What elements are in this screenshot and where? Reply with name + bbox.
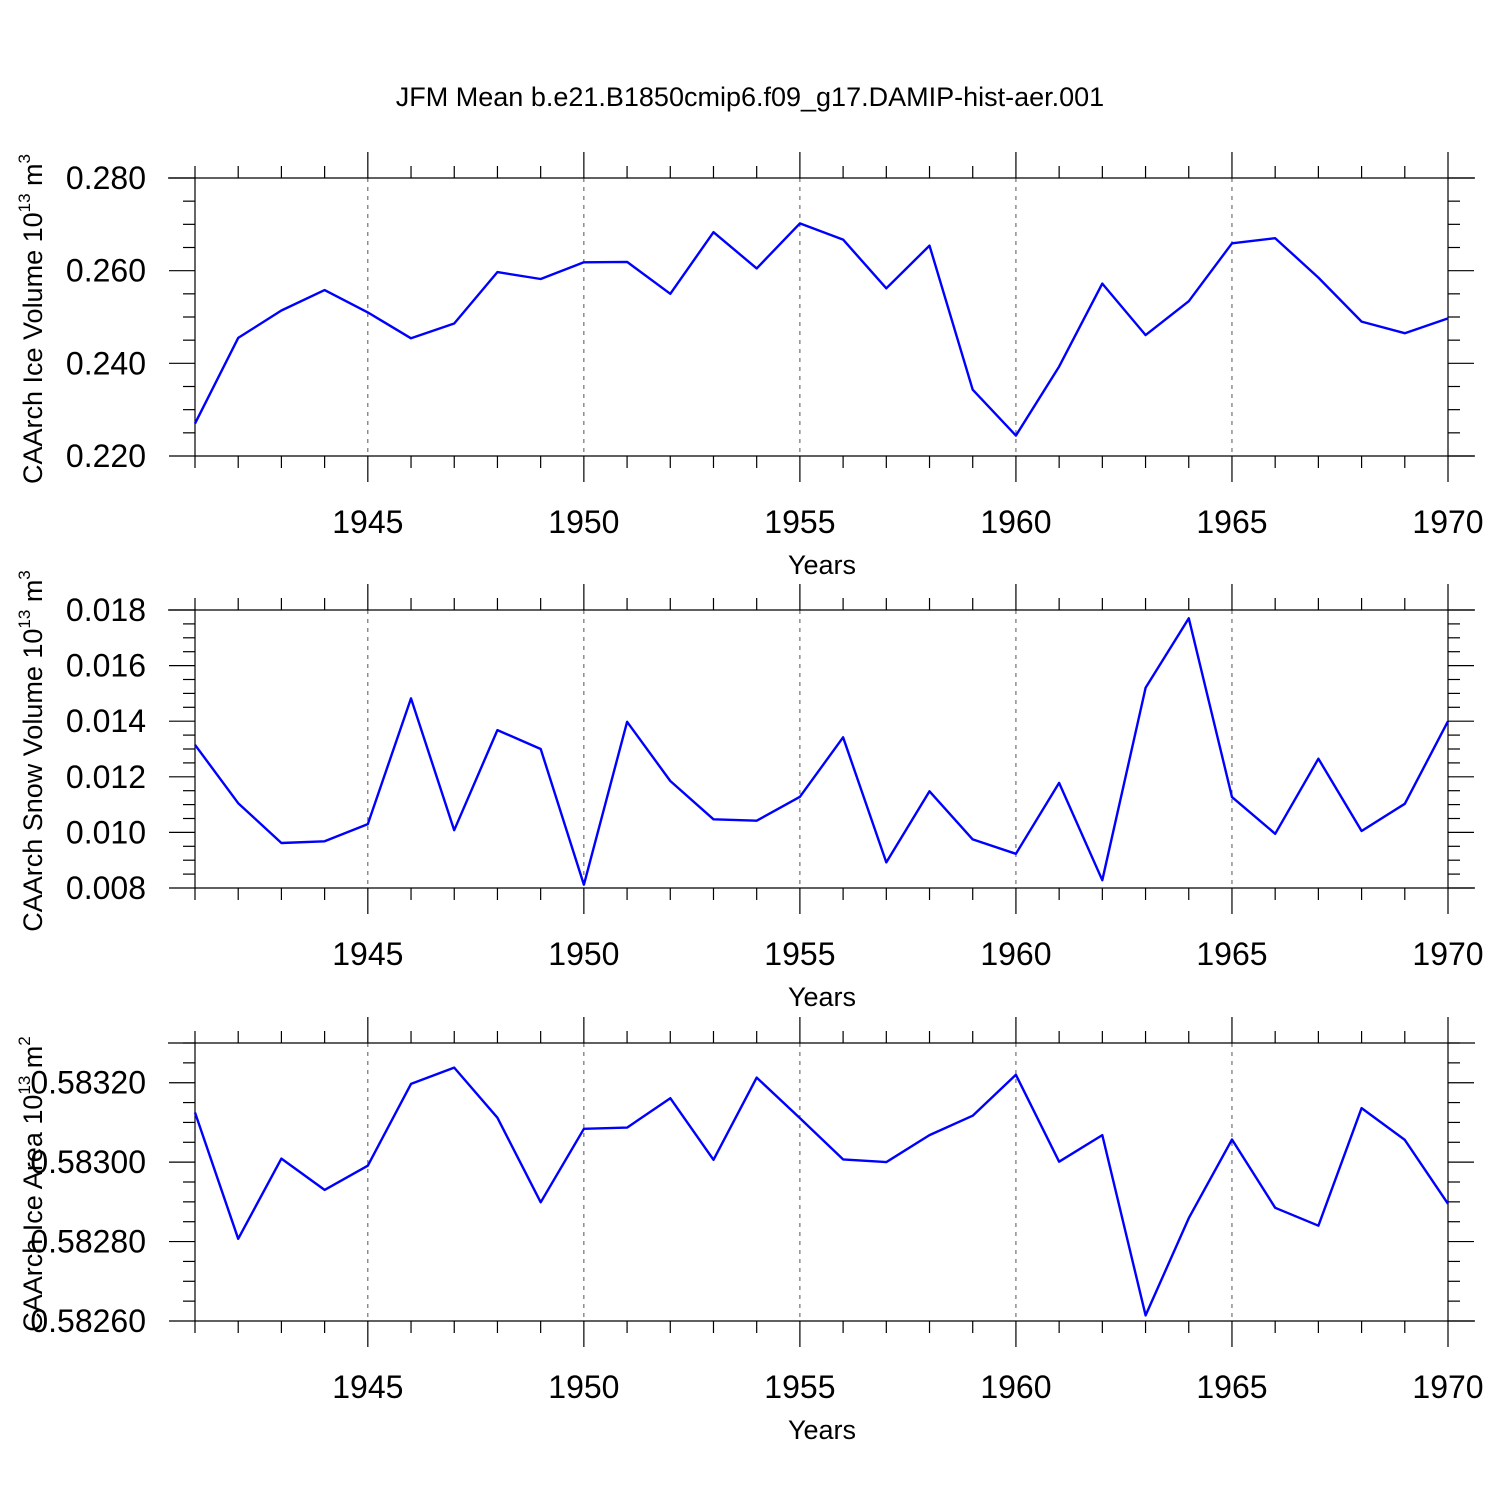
- y-tick-label: 0.240: [66, 345, 146, 381]
- y-axis-title: CAArch Ice Volume 1013 m3: [15, 154, 48, 484]
- x-tick-label: 1950: [548, 504, 619, 540]
- series-line: [193, 1066, 1449, 1317]
- x-tick-label: 1960: [980, 1369, 1051, 1405]
- x-tick-label: 1965: [1196, 1369, 1267, 1405]
- x-tick-label: 1955: [764, 504, 835, 540]
- x-tick-label: 1945: [332, 504, 403, 540]
- x-tick-label: 1945: [332, 936, 403, 972]
- x-axis-title: Years: [788, 1415, 856, 1445]
- x-tick-label: 1970: [1412, 936, 1483, 972]
- x-tick-label: 1955: [764, 1369, 835, 1405]
- series-line: [193, 222, 1449, 437]
- y-tick-label: 0.014: [66, 703, 146, 739]
- x-axis-title: Years: [788, 550, 856, 580]
- x-tick-label: 1950: [548, 936, 619, 972]
- chart-panel-1: 0.220 0.240 0.260 0.280 1945 1950 1955 1960 1965…: [15, 152, 1484, 580]
- chart-panel-2: 0.008 0.010 0.012 0.014 0.016 0.018 1945 1950 19…: [15, 570, 1484, 1012]
- x-axis-title: Years: [788, 982, 856, 1012]
- series-line: [194, 617, 1450, 886]
- y-tick-label: 0.018: [66, 592, 146, 628]
- y-tick-label: 0.58300: [30, 1144, 146, 1180]
- y-axis-title: CAArch Ice Area 1013 m2: [15, 1036, 48, 1332]
- y-tick-label: 0.016: [66, 648, 146, 684]
- x-tick-label: 1950: [548, 1369, 619, 1405]
- figure-title: JFM Mean b.e21.B1850cmip6.f09_g17.DAMIP-…: [396, 82, 1104, 112]
- y-tick-label: 0.280: [66, 160, 146, 196]
- chart-panel-3: 0.58260 0.58280 0.58300 0.58320 1945 1950 1955…: [15, 1017, 1484, 1445]
- y-tick-label: 0.010: [66, 814, 146, 850]
- panels: 0.220 0.240 0.260 0.280 1945 1950 1955 1960 1965…: [15, 152, 1484, 1445]
- x-tick-label: 1965: [1196, 936, 1267, 972]
- y-tick-label: 0.58280: [30, 1224, 146, 1260]
- y-tick-label: 0.012: [66, 759, 146, 795]
- y-tick-label: 0.220: [66, 438, 146, 474]
- x-tick-label: 1955: [764, 936, 835, 972]
- x-tick-label: 1970: [1412, 1369, 1483, 1405]
- x-tick-label: 1945: [332, 1369, 403, 1405]
- y-tick-label: 0.58260: [30, 1303, 146, 1339]
- x-tick-label: 1960: [980, 936, 1051, 972]
- x-tick-label: 1960: [980, 504, 1051, 540]
- x-tick-label: 1970: [1412, 504, 1483, 540]
- y-tick-label: 0.008: [66, 870, 146, 906]
- x-tick-label: 1965: [1196, 504, 1267, 540]
- y-axis-title: CAArch Snow Volume 1013 m3: [15, 570, 48, 932]
- y-tick-label: 0.260: [66, 253, 146, 289]
- y-tick-label: 0.58320: [30, 1065, 146, 1101]
